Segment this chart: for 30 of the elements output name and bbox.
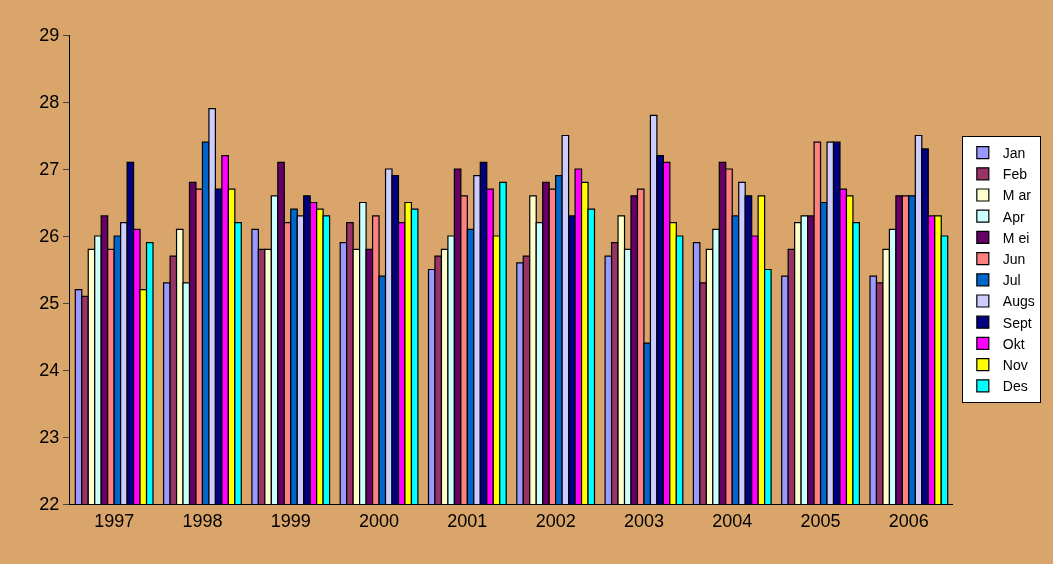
legend-label: Nov xyxy=(1002,357,1028,374)
y-tick-label: 29 xyxy=(39,25,60,46)
legend-label: M ar xyxy=(1002,187,1032,204)
x-tick-label: 2001 xyxy=(447,510,488,531)
y-tick-label: 26 xyxy=(39,226,60,247)
y-tick-label: 24 xyxy=(39,360,60,381)
x-tick-label: 2005 xyxy=(800,510,841,531)
x-tick-label: 1997 xyxy=(94,510,135,531)
legend-label: Jul xyxy=(1002,272,1021,289)
y-tick-label: 22 xyxy=(39,494,60,515)
y-tick-label: 27 xyxy=(39,159,60,180)
x-tick-label: 2000 xyxy=(359,510,400,531)
legend-label: Feb xyxy=(1002,166,1028,183)
x-tick-label: 2006 xyxy=(888,510,929,531)
legend-label: M ei xyxy=(1002,229,1030,246)
legend-label: Augs xyxy=(1002,293,1035,310)
legend-label: Des xyxy=(1002,378,1028,395)
y-tick-label: 28 xyxy=(39,92,60,113)
x-tick-label: 1998 xyxy=(182,510,223,531)
x-tick-label: 1999 xyxy=(270,510,311,531)
legend-label: Sept xyxy=(1002,314,1032,331)
legend-label: Apr xyxy=(1002,208,1025,225)
legend-label: Jan xyxy=(1002,145,1026,162)
y-tick-label: 25 xyxy=(39,293,60,314)
x-tick-label: 2004 xyxy=(712,510,753,531)
x-tick-label: 2003 xyxy=(623,510,664,531)
legend-label: Okt xyxy=(1002,335,1025,352)
legend-label: Jun xyxy=(1002,251,1026,268)
x-tick-label: 2002 xyxy=(535,510,576,531)
y-tick-label: 23 xyxy=(39,427,60,448)
